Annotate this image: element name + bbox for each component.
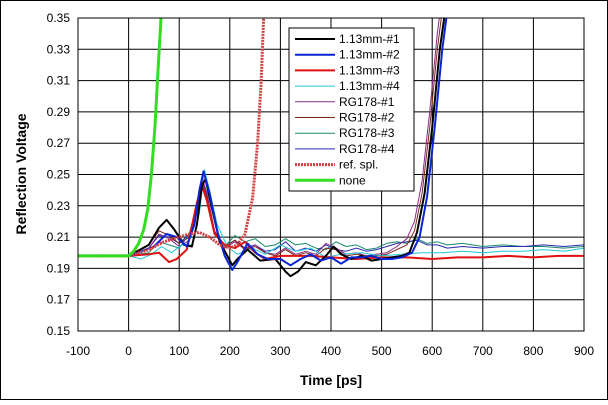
y-tick-label: 0.15: [47, 324, 71, 338]
y-tick-label: 0.17: [47, 293, 71, 307]
x-tick-label: 500: [372, 344, 392, 358]
y-tick-label: 0.33: [47, 42, 71, 56]
y-tick-label: 0.19: [47, 261, 71, 275]
y-tick-label: 0.21: [47, 230, 71, 244]
series-line: [78, 18, 163, 258]
legend-label: none: [339, 173, 366, 187]
x-tick-label: 700: [473, 344, 493, 358]
tick-labels: -100 0 100 200 300 400 500 600 700 800 900 0.15 0.17…: [47, 11, 595, 358]
legend-label: 1.13mm-#2: [339, 48, 400, 62]
x-tick-label: 800: [523, 344, 543, 358]
legend-label: RG178-#4: [339, 142, 395, 156]
x-tick-label: 100: [169, 344, 189, 358]
series-line: [78, 18, 442, 257]
series-line: [78, 18, 448, 271]
plot-border: [77, 17, 585, 332]
legend-label: RG178-#1: [339, 95, 395, 109]
y-tick-label: 0.31: [47, 74, 71, 88]
x-tick-label: 300: [270, 344, 290, 358]
legend-label: RG178-#2: [339, 111, 395, 125]
x-tick-label: -100: [66, 344, 90, 358]
y-tick-label: 0.23: [47, 199, 71, 213]
y-axis-title: Reflection Voltage: [13, 113, 29, 234]
legend-label: RG178-#3: [339, 126, 395, 140]
y-tick-label: 0.25: [47, 168, 71, 182]
y-tick-label: 0.27: [47, 136, 71, 150]
x-tick-label: 900: [574, 344, 594, 358]
legend-label: 1.13mm-#3: [339, 63, 400, 77]
legend-label: 1.13mm-#1: [339, 32, 400, 46]
legend-label: ref. spl.: [339, 158, 378, 172]
x-tick-label: 400: [321, 344, 341, 358]
y-tick-label: 0.35: [47, 11, 71, 25]
series-line: [78, 18, 440, 257]
legend-label: 1.13mm-#4: [339, 79, 400, 93]
y-tick-label: 0.29: [47, 105, 71, 119]
x-tick-label: 0: [125, 344, 132, 358]
x-axis-title: Time [ps]: [300, 372, 362, 388]
series-layer: [78, 18, 584, 278]
legend: 1.13mm-#1 1.13mm-#21.13mm-#3 1.13mm-#4 RG17…: [288, 27, 415, 192]
x-tick-label: 200: [220, 344, 240, 358]
x-tick-label: 600: [422, 344, 442, 358]
series-line: [78, 169, 584, 260]
